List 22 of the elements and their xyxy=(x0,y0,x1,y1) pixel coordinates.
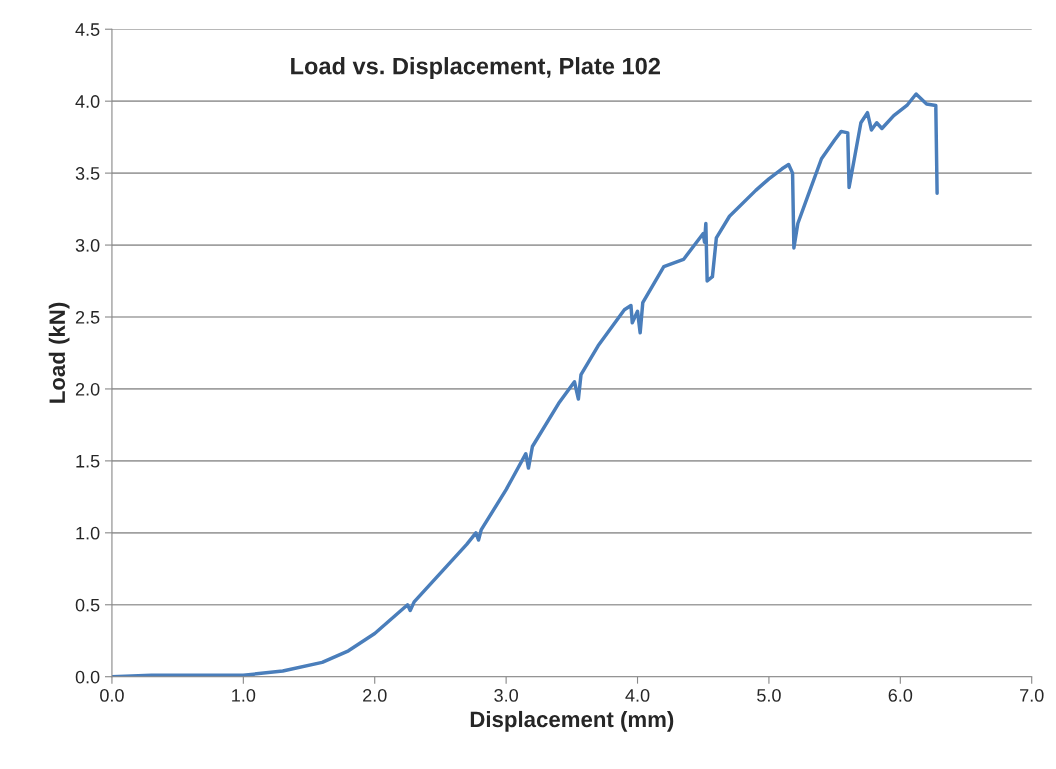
x-tick-label: 4.0 xyxy=(625,689,650,702)
x-tick-label: 2.0 xyxy=(363,689,387,702)
text: Load vs. Displacement, Plate 102 xyxy=(291,57,661,80)
y-tick-label: 0.0 xyxy=(75,670,100,684)
y-tick-label: 2.5 xyxy=(75,310,100,324)
y-tick-label: 1.5 xyxy=(76,455,100,468)
y-tick-label: 1.0 xyxy=(76,526,100,540)
y-tick-label: 4.5 xyxy=(75,23,100,36)
x-tick-label: 1.0 xyxy=(232,689,256,702)
y-tick-label: 3.5 xyxy=(75,167,100,180)
x-tick-label: 7.0 xyxy=(1020,689,1044,702)
y-tick-label: 4.0 xyxy=(75,95,100,108)
x-tick-label: 5.0 xyxy=(757,689,781,702)
line-series xyxy=(111,92,939,677)
x-axis-title: Displacement (mm) xyxy=(470,710,674,732)
y-tick-label: 2.0 xyxy=(75,382,100,396)
y-axis-title: Load (kN) xyxy=(48,302,70,403)
y-tick-label: 3.0 xyxy=(75,238,100,252)
x-tick-label: 0.0 xyxy=(100,689,124,702)
x-tick-label: 6.0 xyxy=(888,689,913,702)
y-tick-label: 0.5 xyxy=(75,598,100,612)
x-tick-label: 3.0 xyxy=(494,689,518,702)
